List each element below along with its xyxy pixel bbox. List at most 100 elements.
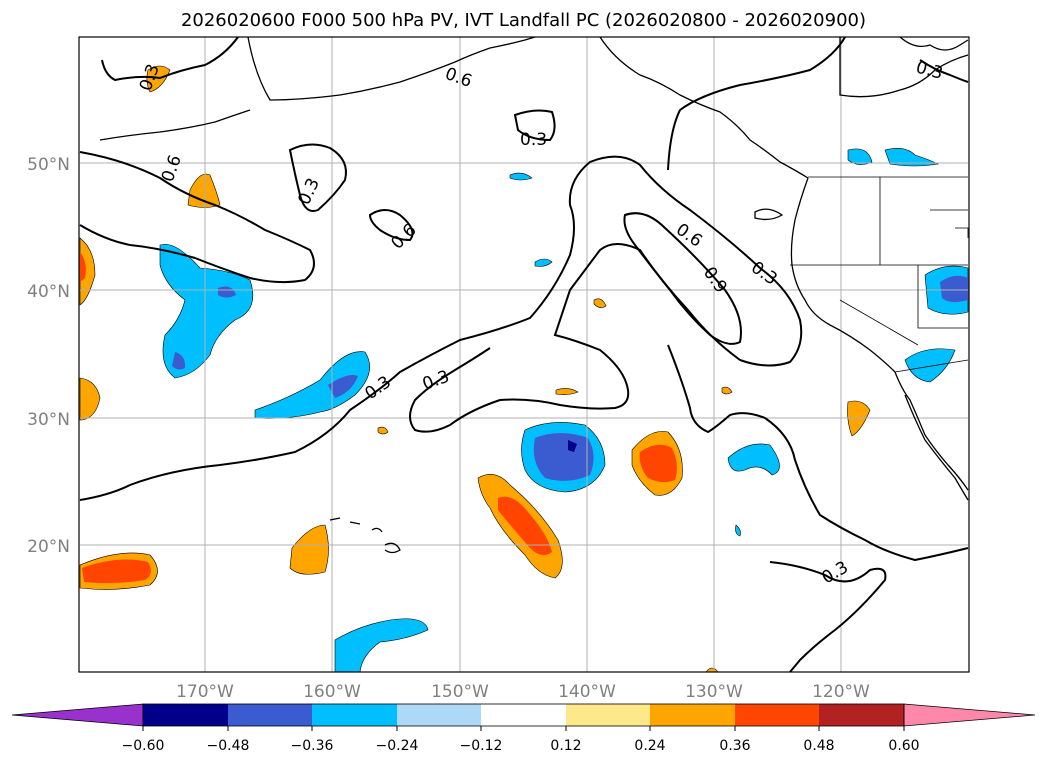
lon-label: 160°W bbox=[303, 682, 361, 702]
positive-anomaly-region bbox=[289, 524, 329, 575]
negative-anomaly-region bbox=[509, 172, 533, 181]
contour-line bbox=[769, 561, 887, 673]
colorbar-tick-label: −0.24 bbox=[376, 738, 419, 754]
contour-line bbox=[79, 155, 803, 501]
contour-label: 0.6 bbox=[672, 220, 706, 252]
colorbar-tick-label: 0.60 bbox=[888, 738, 919, 754]
lon-label: 140°W bbox=[558, 682, 616, 702]
contour-label: 0.6 bbox=[442, 64, 474, 92]
positive-anomaly-region bbox=[187, 173, 221, 208]
colorbar-extend-low bbox=[11, 703, 144, 727]
contour-line bbox=[919, 59, 969, 83]
colorbar-bin bbox=[481, 704, 566, 726]
positive-anomaly-region bbox=[593, 298, 607, 308]
contour-label: 0.6 bbox=[158, 152, 186, 184]
colorbar-bin bbox=[650, 704, 735, 726]
positive-anomaly-core bbox=[82, 559, 151, 584]
negative-anomaly-region bbox=[334, 618, 429, 673]
contour-label: 0.3 bbox=[914, 58, 945, 84]
negative-anomaly-core bbox=[940, 275, 968, 303]
longitude-labels: 170°W 160°W 150°W 140°W 130°W 120°W bbox=[176, 682, 870, 702]
contour-line bbox=[667, 36, 846, 171]
colorbar-extend-high bbox=[903, 703, 1036, 727]
contour-line bbox=[513, 109, 556, 142]
colorbar-tick-label: 0.48 bbox=[803, 738, 834, 754]
lat-label: 30°N bbox=[27, 410, 70, 430]
negative-anomaly-region bbox=[254, 351, 370, 419]
latitude-labels: 50°N 40°N 30°N 20°N bbox=[27, 155, 70, 557]
positive-anomaly-region bbox=[721, 386, 733, 395]
colorbar-tick-label: 0.36 bbox=[719, 738, 750, 754]
negative-anomaly-region bbox=[534, 258, 553, 267]
positive-anomaly-core bbox=[639, 444, 677, 483]
colorbar-tick-label: 0.12 bbox=[550, 738, 581, 754]
colorbar-ticks bbox=[142, 726, 905, 731]
positive-anomaly-region bbox=[79, 377, 101, 421]
colorbar-outline bbox=[142, 703, 905, 727]
political-borders bbox=[790, 176, 969, 373]
lon-label: 120°W bbox=[812, 682, 870, 702]
negative-anomaly-region bbox=[159, 243, 254, 379]
colorbar-bin bbox=[312, 704, 397, 726]
baja-peninsula bbox=[904, 394, 969, 501]
colorbar-tick-labels: −0.60 −0.48 −0.36 −0.24 −0.12 0.12 0.24 … bbox=[122, 738, 920, 754]
negative-anomaly-region bbox=[735, 524, 741, 537]
contour-label: 0.3 bbox=[294, 175, 324, 208]
colorbar-tick-label: −0.60 bbox=[122, 738, 165, 754]
positive-anomaly-core bbox=[80, 252, 86, 282]
alaska-coastline bbox=[247, 36, 536, 101]
positive-anomaly-region bbox=[377, 426, 389, 435]
colorbar-bin bbox=[566, 704, 650, 726]
contour-line bbox=[79, 151, 315, 284]
us-state-borders bbox=[790, 177, 969, 346]
negative-anomaly-region bbox=[904, 348, 956, 383]
lat-label: 40°N bbox=[27, 282, 70, 302]
contour-label: 0.6 bbox=[387, 220, 420, 253]
colorbar bbox=[11, 703, 1036, 727]
contour-label: 0.3 bbox=[819, 557, 852, 588]
coastlines bbox=[99, 36, 969, 554]
colorbar-tick-label: 0.24 bbox=[634, 738, 665, 754]
north-america-coast bbox=[790, 177, 969, 491]
canada-coast-north bbox=[899, 36, 969, 51]
colorbar-bin bbox=[735, 704, 819, 726]
graticule bbox=[80, 37, 968, 672]
contour-line bbox=[101, 36, 239, 82]
negative-anomaly-core bbox=[172, 352, 186, 370]
map-title: 2026020600 F000 500 hPa PV, IVT Landfall… bbox=[180, 10, 867, 31]
lon-label: 130°W bbox=[685, 682, 743, 702]
pv-anomaly-shading bbox=[79, 65, 969, 673]
contour-label: 0.3 bbox=[420, 367, 452, 395]
contour-line bbox=[623, 212, 742, 345]
lon-label: 170°W bbox=[176, 682, 234, 702]
contour-label: 0.3 bbox=[747, 258, 781, 290]
contour-line bbox=[368, 209, 414, 242]
negative-anomaly-region bbox=[727, 443, 780, 476]
colorbar-bin bbox=[397, 704, 481, 726]
positive-anomaly-region bbox=[79, 237, 96, 306]
map-frame bbox=[78, 36, 970, 673]
lon-label: 150°W bbox=[431, 682, 489, 702]
colorbar-tick-label: −0.12 bbox=[460, 738, 503, 754]
contour-line bbox=[667, 344, 969, 562]
colorbar-tick-label: −0.48 bbox=[207, 738, 250, 754]
colorbar-bin bbox=[819, 704, 904, 726]
alaska-panhandle-coast bbox=[599, 36, 809, 179]
negative-anomaly-max bbox=[568, 440, 577, 452]
positive-anomaly-region bbox=[146, 65, 171, 93]
contour-line bbox=[288, 143, 347, 212]
arctic-coast bbox=[839, 37, 969, 98]
positive-anomaly-region bbox=[555, 388, 579, 395]
negative-anomaly-core bbox=[533, 433, 594, 481]
contour-labels: 0.3 0.6 0.3 0.3 0.6 0.3 0.6 0.6 0.9 0.3 … bbox=[136, 58, 945, 589]
lat-label: 20°N bbox=[27, 537, 70, 557]
colorbar-tick-label: −0.36 bbox=[291, 738, 334, 754]
lat-label: 50°N bbox=[27, 155, 70, 175]
negative-anomaly-region bbox=[884, 148, 939, 167]
colorbar-bin bbox=[228, 704, 312, 726]
positive-anomaly-core bbox=[498, 496, 552, 556]
contour-label: 0.3 bbox=[520, 130, 547, 150]
hawaii-islands bbox=[329, 517, 401, 554]
colorbar-bin bbox=[143, 704, 228, 726]
